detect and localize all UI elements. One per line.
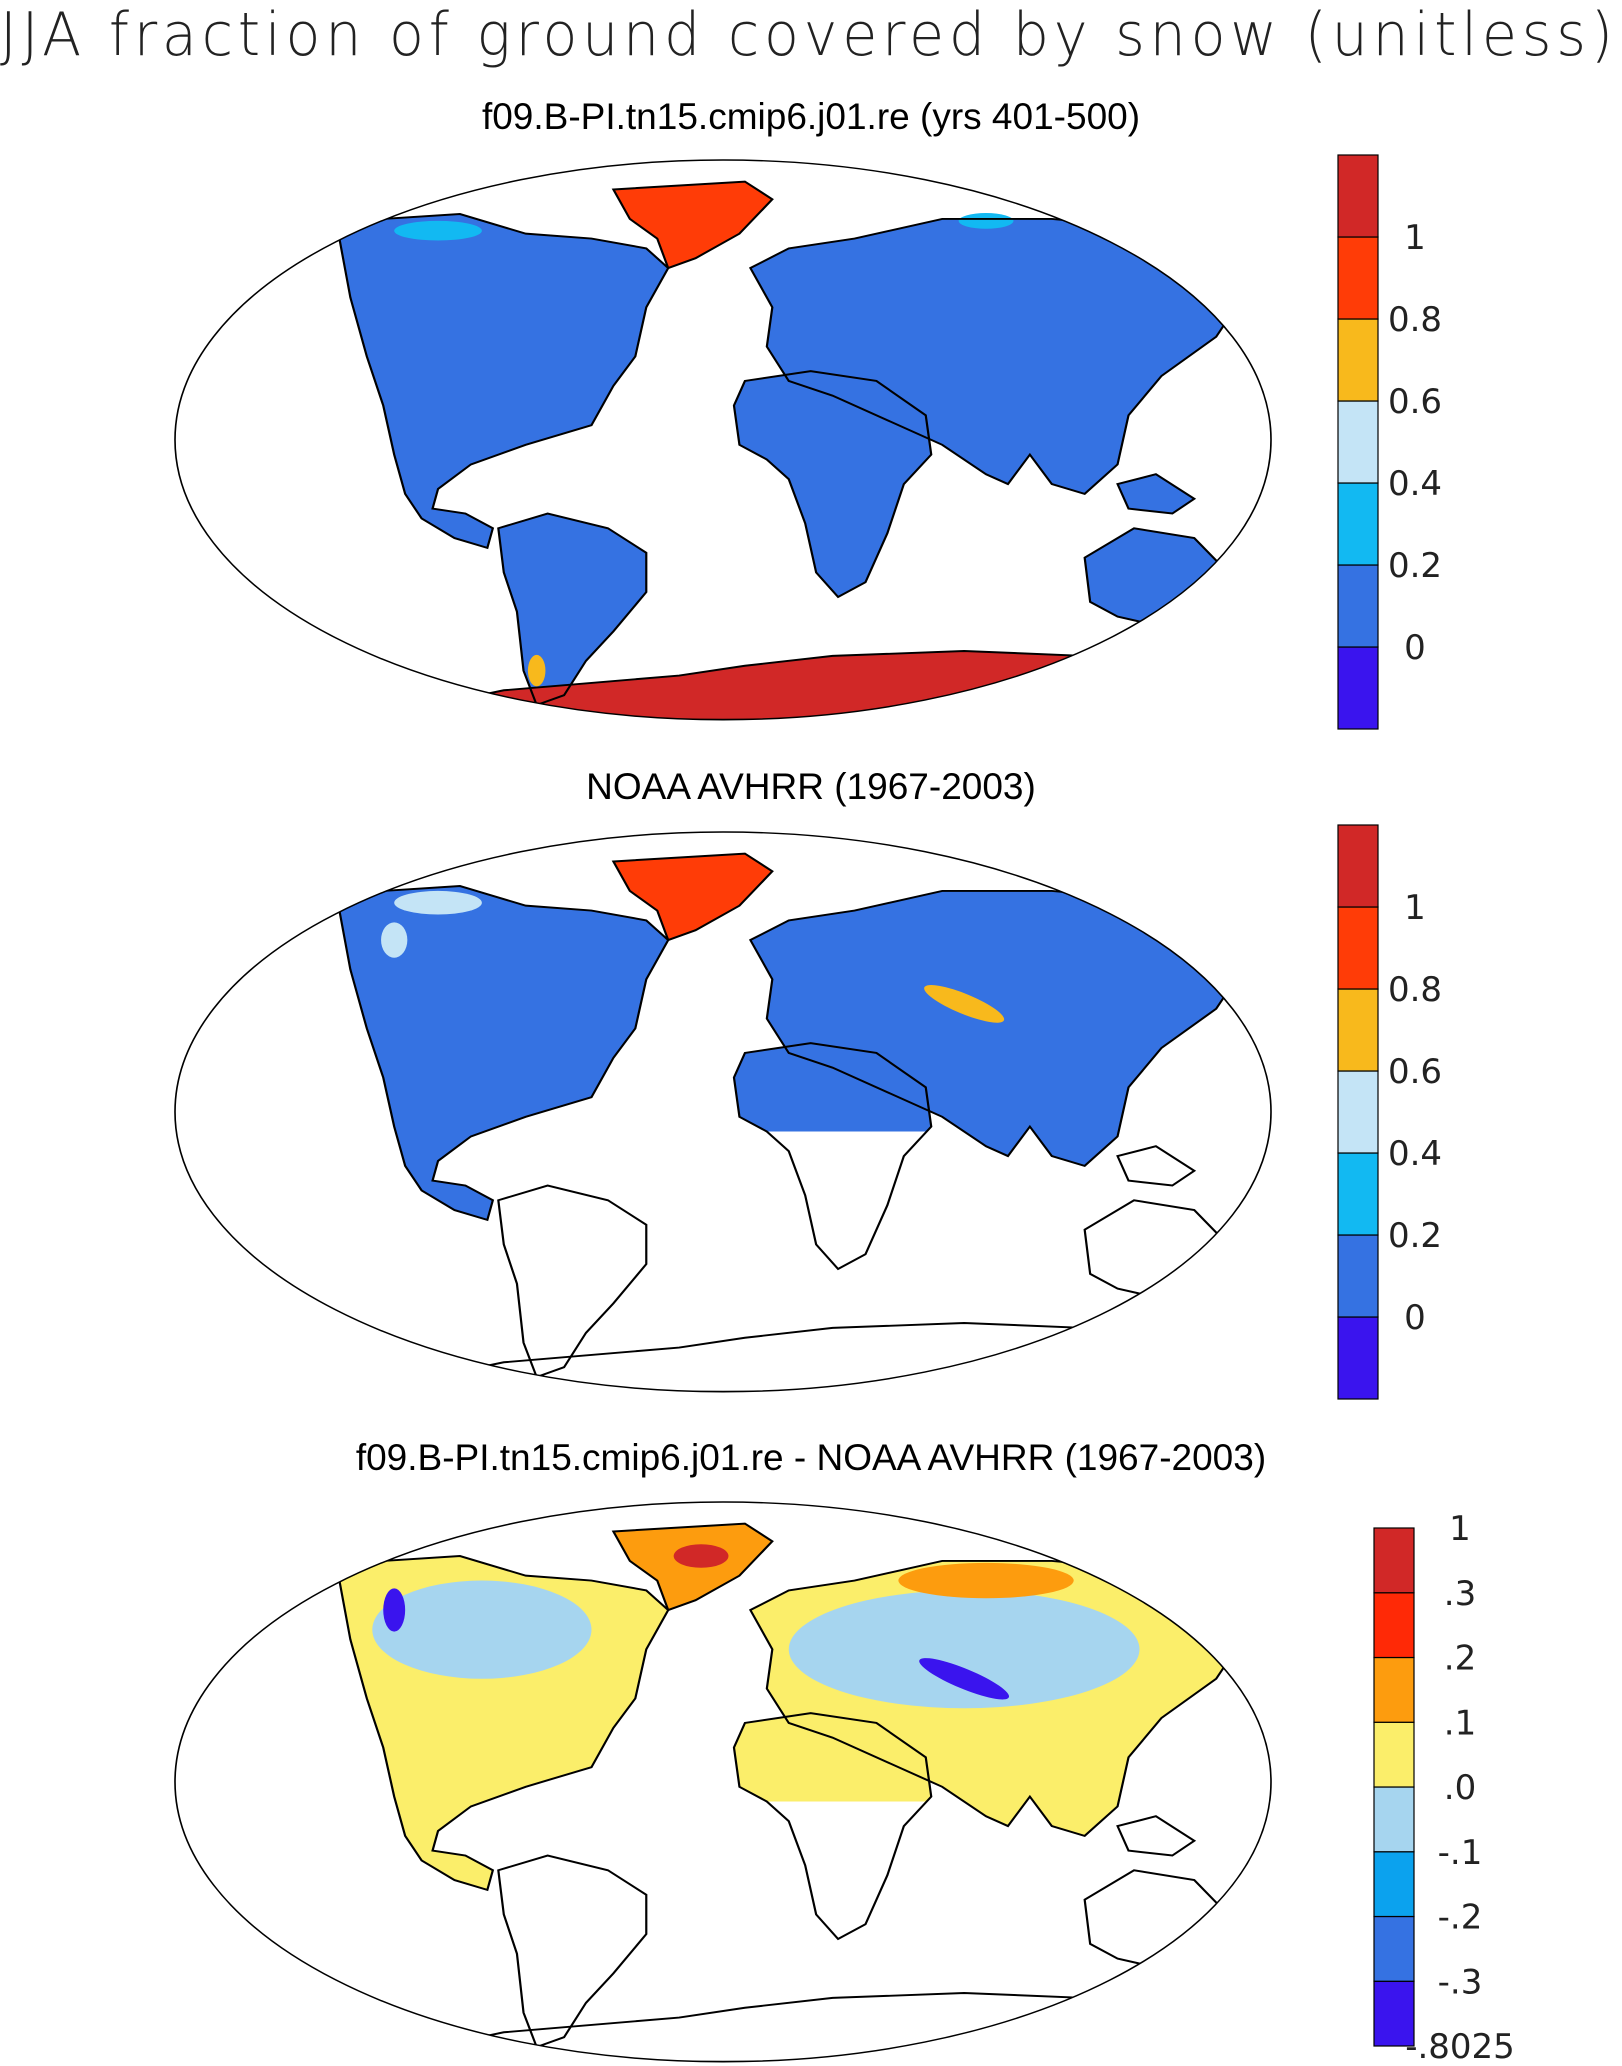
colorbar-swatch — [1337, 400, 1379, 484]
colorbar-tick-label: 0.6 — [1388, 382, 1442, 422]
andes-snow-patch — [527, 654, 546, 687]
tibet-snow-patch — [924, 985, 1005, 1023]
colorbar-tick-label: 1 — [1449, 1509, 1471, 1549]
map-border — [174, 831, 1272, 1393]
rockies-snow-patch — [381, 922, 408, 958]
colorbar-tick-label: 0.4 — [1388, 1134, 1442, 1174]
colorbar-tick-label: .3 — [1444, 1574, 1476, 1614]
colorbar-swatch — [1337, 988, 1379, 1072]
rockies-negative-core — [383, 1588, 406, 1632]
colorbar-swatch — [1337, 236, 1379, 320]
colorbar-swatch — [1373, 1786, 1415, 1853]
colorbar-tick-label: 0.2 — [1388, 546, 1442, 586]
eurasia-negative-region — [788, 1590, 1140, 1709]
map-model — [174, 159, 1272, 721]
map-observation — [174, 831, 1272, 1393]
panel-title-observation: NOAA AVHRR (1967-2003) — [586, 766, 1036, 807]
colorbar-swatch — [1373, 1851, 1415, 1918]
colorbar-swatch — [1337, 1070, 1379, 1154]
colorbar-difference: -.8025 -.3 -.2 -.1 .0 .1 .2 .3 1 — [1373, 1509, 1515, 2066]
colorbar-tick-label: -.3 — [1438, 1962, 1483, 2002]
colorbar-tick-label: 0.8 — [1388, 970, 1442, 1010]
colorbar-model: 0 0.2 0.4 0.6 0.8 1 — [1337, 154, 1442, 730]
main-title: JJA fraction of ground covered by snow (… — [0, 0, 1618, 70]
colorbar-swatch — [1337, 482, 1379, 566]
colorbar-swatch — [1337, 906, 1379, 990]
colorbar-tick-label: 0.4 — [1388, 464, 1442, 504]
colorbar-swatch — [1337, 564, 1379, 648]
colorbar-tick-label: 1 — [1404, 888, 1426, 928]
canada-negative-region — [372, 1580, 592, 1679]
siberia-coast-patch — [958, 213, 1014, 229]
panel-title-difference: f09.B-PI.tn15.cmip6.j01.re - NOAA AVHRR … — [355, 1437, 1267, 1478]
siberia-positive-region — [898, 1562, 1074, 1599]
colorbar-tick-label: 0.2 — [1388, 1216, 1442, 1256]
colorbar-swatch — [1337, 1234, 1379, 1318]
colorbar-tick-label: .2 — [1444, 1639, 1476, 1679]
colorbar-tick-label: 0.8 — [1388, 300, 1442, 340]
colorbar-tick-label: 0 — [1404, 628, 1426, 668]
colorbar-swatch — [1373, 1656, 1415, 1723]
colorbar-swatch — [1373, 1915, 1415, 1982]
colorbar-observation: 0 0.2 0.4 0.6 0.8 1 — [1337, 824, 1442, 1400]
panel-title-model: f09.B-PI.tn15.cmip6.j01.re (yrs 401-500) — [481, 96, 1141, 137]
chart-colorbars: 0 0.2 0.4 0.6 0.8 1 0 0.2 0.4 0.6 0.8 1 -.8025 -.3 -.2… — [1337, 154, 1515, 2066]
arctic-islands-patch — [394, 890, 482, 915]
tibet-negative-core — [919, 1658, 1010, 1700]
map-border — [174, 1501, 1272, 2063]
arctic-islands-patch — [394, 220, 482, 241]
colorbar-swatch — [1337, 824, 1379, 908]
colorbar-swatch — [1337, 1316, 1379, 1400]
colorbar-tick-label: 1 — [1404, 218, 1426, 258]
colorbar-tick-label: -.8025 — [1405, 2027, 1515, 2066]
colorbar-swatch — [1337, 1152, 1379, 1236]
colorbar-swatch — [1373, 1721, 1415, 1788]
colorbar-tick-label: 0.6 — [1388, 1052, 1442, 1092]
map-difference — [174, 1501, 1272, 2063]
colorbar-swatch — [1337, 646, 1379, 730]
colorbar-swatch — [1337, 318, 1379, 402]
colorbar-tick-label: -.2 — [1438, 1898, 1483, 1938]
colorbar-swatch — [1337, 154, 1379, 238]
colorbar-tick-label: -.1 — [1438, 1833, 1483, 1873]
colorbar-tick-label: 0 — [1404, 1298, 1426, 1338]
colorbar-swatch — [1373, 1527, 1415, 1594]
colorbar-tick-label: .0 — [1444, 1768, 1476, 1808]
chart-maps — [174, 159, 1272, 2063]
colorbar-tick-label: .1 — [1444, 1703, 1476, 1743]
greenland-positive-core — [673, 1544, 729, 1568]
map-border — [174, 159, 1272, 721]
colorbar-swatch — [1373, 1592, 1415, 1659]
